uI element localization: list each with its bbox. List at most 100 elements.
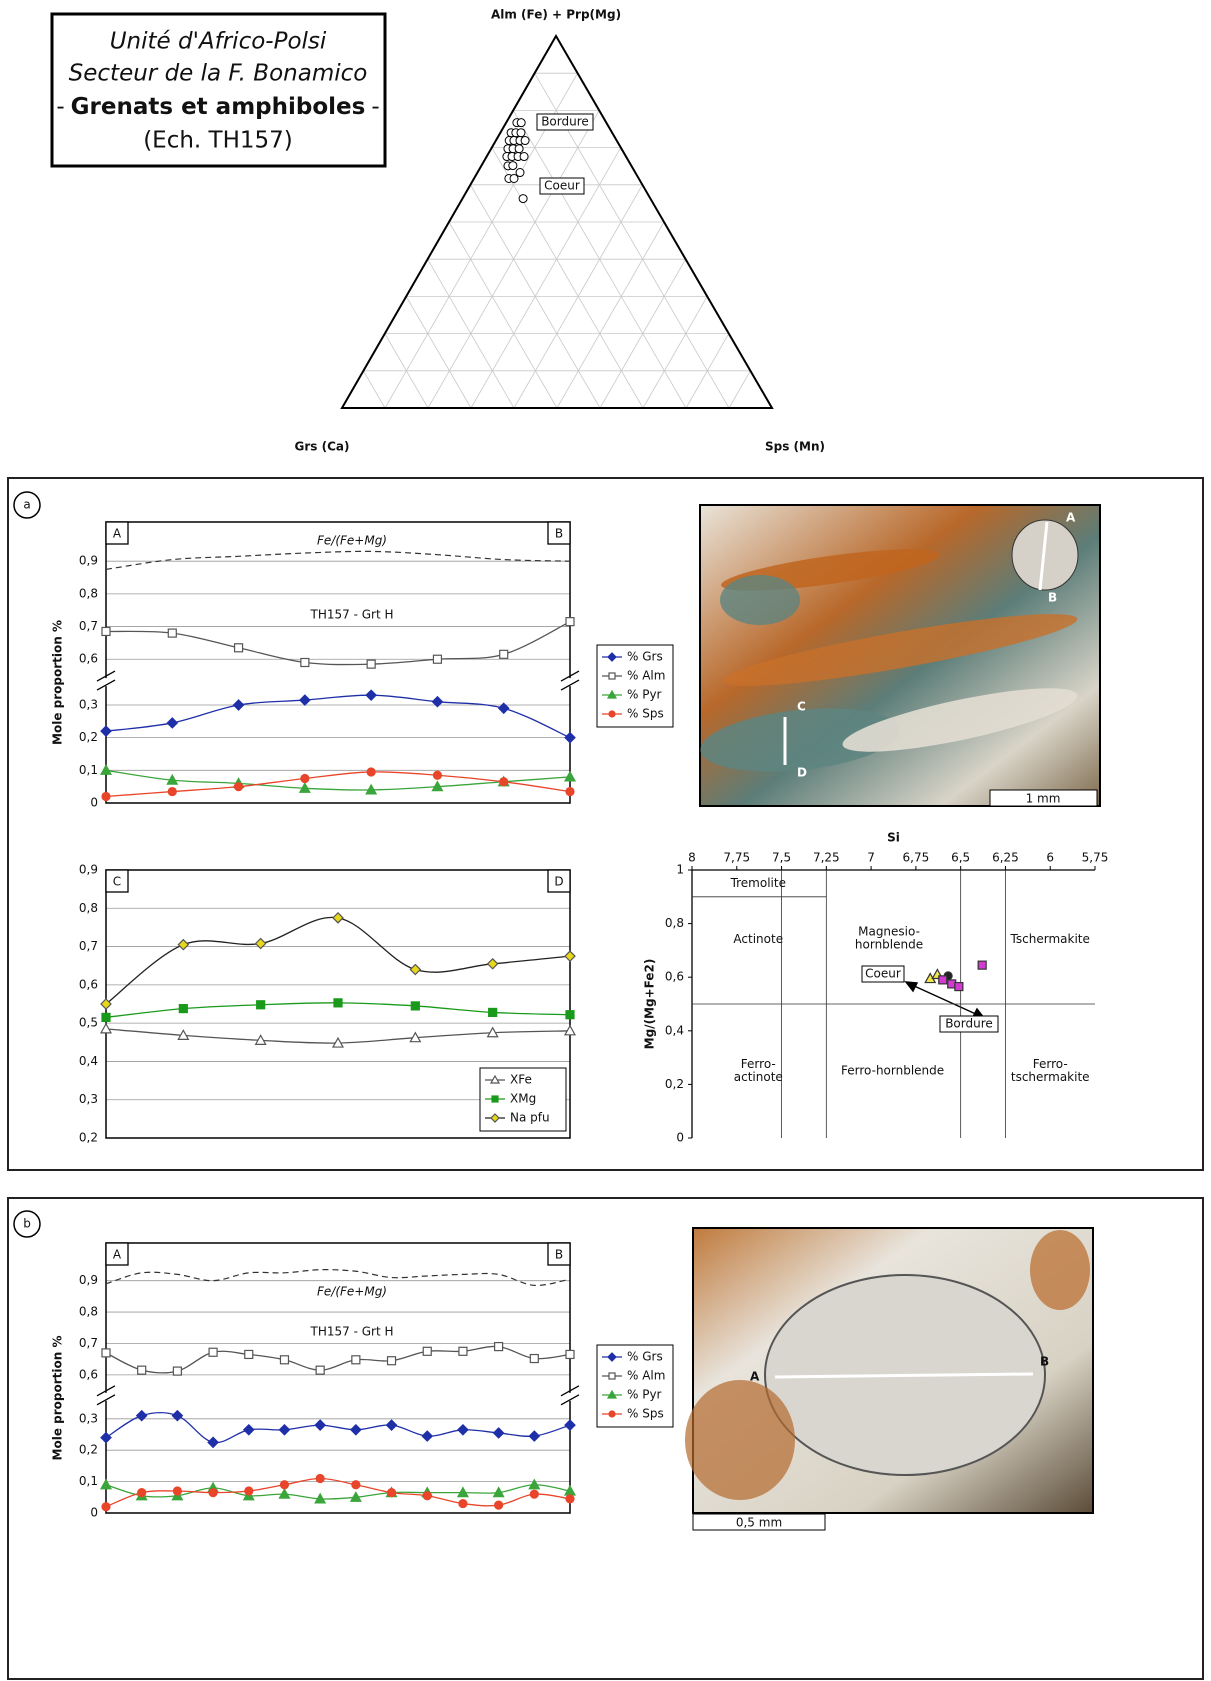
marker (100, 725, 112, 737)
marker (366, 659, 376, 669)
axis-break (96, 670, 116, 682)
axis-break (560, 679, 580, 691)
point (520, 136, 530, 146)
marker (315, 1365, 325, 1375)
y-tick-label: 0 (676, 1131, 684, 1145)
marker (137, 1365, 147, 1375)
grid-line (685, 333, 730, 409)
point (518, 194, 528, 204)
marker (529, 1353, 539, 1364)
field-label: Actinote (733, 932, 783, 946)
legend-label: % Grs (627, 1350, 663, 1364)
marker (565, 1349, 575, 1360)
marker (432, 654, 443, 664)
marker (332, 912, 344, 924)
marker (954, 981, 964, 992)
marker (177, 938, 190, 951)
plot-frame (105, 1242, 571, 1514)
grid-line (363, 370, 386, 409)
panel-frame (7, 477, 1204, 1171)
marker (497, 702, 510, 715)
y-tick-label: 0,3 (79, 1092, 98, 1106)
annotation-box (536, 113, 594, 131)
vertex-label: Sps (Mn) (765, 440, 825, 454)
marker (244, 1349, 254, 1360)
legend-label: % Sps (627, 707, 664, 721)
field-label: Tremolite (730, 876, 786, 890)
legend-label: % Alm (627, 669, 665, 683)
marker (207, 1436, 219, 1449)
field-label: Tschermakite (1010, 932, 1090, 946)
scale-label: 1 mm (1026, 792, 1061, 806)
corner-box (547, 1242, 571, 1266)
axis-break (560, 670, 580, 682)
corner-label: A (113, 1248, 122, 1262)
ratio-label: Fe/(Fe+Mg) (317, 534, 387, 548)
corner-box (105, 869, 129, 893)
y-tick-label: 0,7 (79, 619, 98, 633)
annotation: Bordure (541, 115, 589, 129)
y-axis-title: Mg/(Mg+Fe2) (643, 959, 657, 1050)
marker (489, 1074, 501, 1084)
marker (254, 1034, 267, 1045)
legend-label: % Sps (627, 1407, 664, 1421)
marker (232, 699, 245, 711)
y-tick-label: 0 (90, 796, 98, 810)
grid-line (642, 296, 708, 409)
field-label: actinote (734, 1070, 783, 1084)
marker (494, 1500, 504, 1510)
marker (101, 626, 111, 637)
axis-break (96, 1385, 116, 1397)
marker (349, 1491, 362, 1502)
marker (279, 1480, 290, 1490)
chart-title: TH157 - Grt H (310, 1325, 394, 1339)
point (508, 161, 518, 171)
photo-label: A (1066, 511, 1076, 525)
point (509, 173, 519, 183)
photo-label: D (797, 766, 807, 780)
marker (208, 1487, 218, 1498)
series-line (105, 916, 571, 1005)
y-tick-label: 0,1 (79, 763, 98, 777)
marker (166, 773, 179, 785)
marker (365, 689, 377, 702)
field-label: Magnesio- (858, 924, 920, 938)
marker (456, 1486, 469, 1498)
x-tick-label: 6,25 (992, 851, 1019, 865)
header-line: (Ech. TH157) (143, 128, 293, 154)
corner-label: B (555, 527, 563, 541)
ratio-line (105, 1269, 571, 1286)
y-tick-label: 0 (90, 1506, 98, 1520)
triangle-frame (340, 34, 774, 409)
y-tick-label: 0,2 (79, 730, 98, 744)
marker (608, 710, 616, 718)
series-line (105, 694, 571, 739)
axis-break (96, 679, 116, 691)
marker (409, 963, 422, 976)
chart-title: TH157 - Grt H (310, 608, 394, 622)
marker (299, 694, 311, 706)
marker (565, 1010, 575, 1020)
x-tick-label: 7 (867, 851, 875, 865)
marker (208, 1347, 218, 1357)
marker (99, 764, 113, 775)
grid-line (728, 370, 751, 409)
marker (606, 689, 618, 699)
grid-line (427, 258, 515, 409)
grid-line (556, 221, 665, 409)
photo-label: B (1040, 1355, 1049, 1369)
y-tick-label: 0,4 (665, 1023, 684, 1037)
annotation-box (939, 1015, 999, 1033)
marker (490, 1113, 500, 1123)
marker (172, 1486, 182, 1496)
panel-badge (13, 491, 41, 519)
marker (565, 617, 575, 627)
marker (528, 1430, 541, 1442)
grid-line (491, 147, 644, 409)
marker (298, 782, 311, 793)
photo-label: A (750, 1370, 760, 1384)
panel-label: a (23, 498, 30, 512)
legend-label: % Pyr (627, 1388, 662, 1402)
marker (422, 1491, 432, 1501)
